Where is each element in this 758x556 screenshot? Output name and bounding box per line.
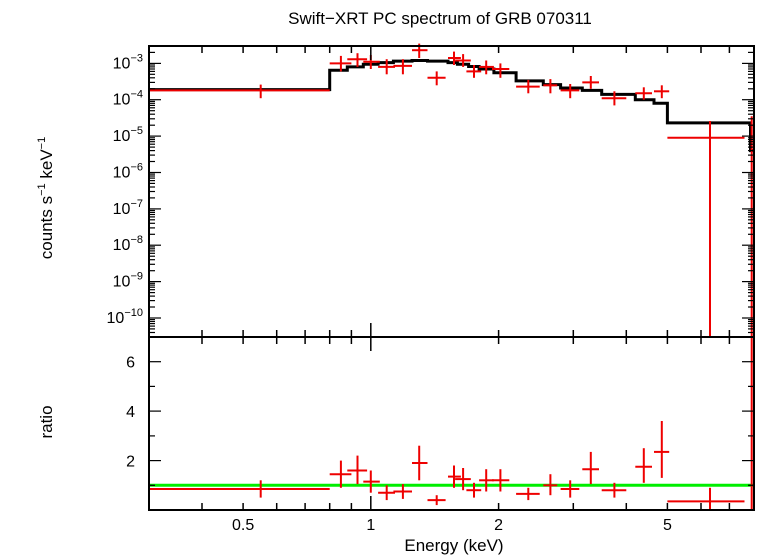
- ratio-point-20: [667, 487, 745, 510]
- spectrum-point-14: [543, 79, 558, 94]
- spectrum-data-points: [149, 43, 753, 337]
- ratio-y-tick-label-2: 6: [126, 355, 135, 372]
- ratio-point-17: [601, 482, 627, 498]
- spectrum-y-tick-label-3: 10−6: [113, 162, 143, 182]
- ratio-point-21: [750, 337, 753, 510]
- ratio-point-18: [635, 448, 652, 483]
- ratio-y-axis-label: ratio: [37, 405, 56, 438]
- ratio-point-16: [582, 451, 599, 485]
- x-tick-label-1: 1: [366, 517, 375, 534]
- spectrum-point-8: [448, 51, 461, 65]
- spectrum-point-0: [149, 84, 330, 99]
- spectrum-panel: 10−3 10−4 10−5 10−6 10−7 10−8 10−9 10−10: [107, 43, 755, 338]
- spectrum-y-tick-label-4: 10−7: [113, 198, 143, 218]
- spectrum-point-12: [492, 63, 510, 78]
- ratio-point-3: [363, 470, 380, 493]
- chart-title: Swift−XRT PC spectrum of GRB 070311: [288, 9, 592, 28]
- spectrum-y-tick-label-2: 10−5: [113, 125, 143, 145]
- spectrum-y-tick-label-1: 10−4: [113, 89, 143, 109]
- x-tick-labels: 0.5 1 2 5: [232, 517, 672, 534]
- ratio-point-1: [329, 460, 352, 488]
- x-tick-label-2: 2: [494, 517, 503, 534]
- ratio-point-9: [455, 468, 471, 491]
- spectrum-y-tick-label-6: 10−9: [113, 271, 143, 291]
- spectrum-point-16: [582, 76, 599, 89]
- ratio-point-14: [543, 474, 558, 496]
- spectrum-y-tick-label-0: 10−3: [113, 52, 143, 72]
- spectrum-y-axis-label: counts s−1 keV−1: [36, 137, 56, 259]
- ratio-panel: 2 4 6 0.5 1 2 5: [126, 336, 755, 534]
- ratio-point-2: [347, 455, 368, 485]
- ratio-point-4: [378, 485, 395, 501]
- ratio-point-13: [516, 487, 540, 501]
- model-step-line: [149, 59, 754, 153]
- spectrum-point-21: [750, 116, 753, 337]
- spectrum-point-9: [455, 54, 471, 67]
- spectrum-point-13: [516, 79, 540, 94]
- ratio-point-10: [466, 482, 482, 498]
- x-tick-label-0: 0.5: [232, 517, 254, 534]
- ratio-plot-frame: [148, 336, 755, 511]
- x-axis-label: Energy (keV): [404, 536, 503, 555]
- ratio-point-0: [149, 480, 330, 498]
- spectrum-point-4: [378, 59, 395, 75]
- ratio-point-11: [479, 469, 494, 492]
- spectrum-point-19: [654, 85, 670, 99]
- ratio-point-6: [412, 445, 428, 481]
- spectrum-point-15: [560, 84, 580, 99]
- spectrum-point-1: [329, 55, 352, 72]
- ratio-point-19: [654, 421, 670, 478]
- ratio-point-5: [393, 484, 412, 499]
- spectrum-point-11: [479, 60, 494, 75]
- ratio-y-tick-labels: 2 4 6: [126, 355, 135, 471]
- ratio-y-tick-label-1: 4: [126, 404, 135, 421]
- ratio-point-15: [560, 480, 580, 498]
- ratio-point-7: [427, 495, 446, 506]
- spectrum-point-7: [427, 71, 446, 86]
- spectrum-y-tick-label-7: 10−10: [107, 307, 143, 327]
- spectrum-point-17: [601, 91, 627, 106]
- spectrum-point-18: [635, 87, 652, 100]
- spectrum-y-tick-label-5: 10−8: [113, 234, 143, 254]
- ratio-data-points: [149, 337, 753, 510]
- model-histogram: [149, 59, 754, 153]
- ratio-y-tick-label-0: 2: [126, 454, 135, 471]
- spectrum-point-5: [393, 59, 412, 75]
- ratio-point-12: [492, 469, 510, 492]
- x-tick-label-3: 5: [663, 517, 672, 534]
- spectrum-point-2: [347, 53, 368, 67]
- spectrum-point-20: [667, 121, 745, 337]
- ratio-point-8: [448, 465, 461, 488]
- spectrum-point-10: [466, 65, 482, 78]
- spectrum-y-tick-labels: 10−3 10−4 10−5 10−6 10−7 10−8 10−9 10−10: [107, 52, 143, 327]
